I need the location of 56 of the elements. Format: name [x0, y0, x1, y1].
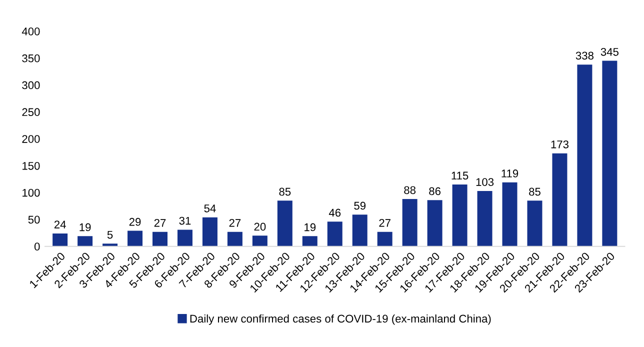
bar	[377, 232, 392, 246]
y-tick-label: 200	[22, 135, 40, 143]
data-label: 338	[576, 52, 594, 60]
data-label: 119	[502, 170, 518, 178]
bar	[78, 236, 93, 246]
data-label: 27	[379, 219, 390, 227]
data-label: 19	[80, 223, 91, 232]
bar	[252, 236, 268, 246]
bar	[352, 214, 368, 246]
y-tick-label: 350	[22, 54, 40, 62]
y-tick-label: 400	[22, 27, 40, 36]
bar	[152, 232, 168, 246]
data-label: 20	[254, 222, 266, 231]
bar	[52, 233, 68, 246]
y-tick-label: 250	[22, 108, 40, 116]
data-label: 85	[529, 188, 540, 196]
data-label: 103	[476, 178, 494, 186]
data-label: 46	[328, 208, 341, 217]
data-label: 5	[107, 230, 113, 239]
bar	[477, 190, 492, 246]
data-label: 59	[354, 202, 366, 210]
y-tick-label: 300	[22, 81, 40, 90]
data-label: 345	[600, 48, 618, 56]
data-label: 31	[179, 216, 191, 225]
legend-label: Daily new confirmed cases of COVID-19 (ex-mainland China)	[190, 314, 491, 325]
data-label: 85	[279, 188, 291, 196]
bar	[202, 217, 218, 246]
bar	[177, 230, 192, 246]
data-label: 24	[54, 220, 66, 228]
data-label: 27	[154, 219, 166, 227]
bar	[302, 236, 318, 246]
bar	[402, 199, 418, 246]
bar	[452, 184, 468, 246]
data-label: 54	[204, 204, 216, 212]
y-tick-label: 100	[22, 188, 40, 197]
data-label: 115	[452, 172, 468, 180]
bar	[602, 60, 618, 246]
data-label: 19	[304, 223, 316, 232]
data-label: 29	[129, 218, 141, 226]
y-tick-label: 50	[28, 216, 40, 224]
bar	[427, 200, 442, 246]
bar	[227, 232, 242, 246]
data-label: 88	[404, 186, 416, 194]
bar	[552, 153, 568, 246]
y-tick-label: 150	[22, 162, 40, 170]
bar	[277, 200, 292, 246]
bar	[327, 222, 342, 246]
data-label: 173	[551, 140, 569, 148]
bar	[502, 182, 518, 246]
bar	[128, 230, 143, 246]
data-label: 27	[229, 219, 241, 227]
y-tick-label: 0	[34, 242, 40, 251]
bar	[527, 200, 542, 246]
bar	[577, 64, 592, 246]
data-label: 86	[429, 187, 441, 196]
bar	[102, 244, 118, 246]
